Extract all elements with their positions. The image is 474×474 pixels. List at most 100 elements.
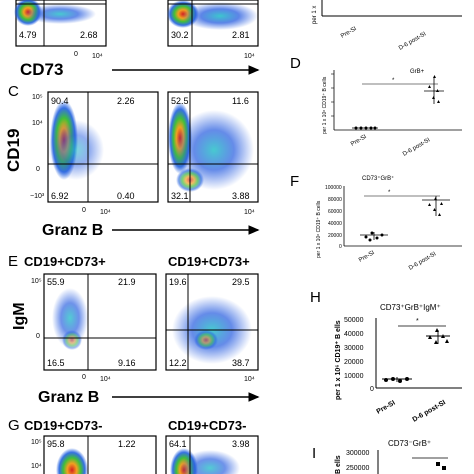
y-axis-label: per 1 x 10⁶ CD19⁺ B ells <box>335 320 342 400</box>
chart-title: GrB+ <box>410 69 425 75</box>
flow-plot-e-left: 55.9 21.9 16.5 9.16 <box>43 273 157 371</box>
x-tick-label: D-6 post-SI <box>412 399 448 424</box>
quadrant-ul: 95.8 <box>47 439 65 449</box>
y-tick-label: 50000 <box>344 317 364 324</box>
scatter-h: CD73⁺GrB⁺IgM⁺ 50000 40000 30000 20000 10… <box>335 303 462 424</box>
y-axis-label: per 1 x 10⁶ CD19⁺ B cells <box>322 76 328 134</box>
quadrant-lr: 0.40 <box>117 191 135 201</box>
quadrant-ur: 2.26 <box>117 96 135 106</box>
significance-star: * <box>388 190 391 196</box>
y-tick-label: 100000 <box>325 185 342 191</box>
quadrant-ll: 32.1 <box>171 191 189 201</box>
x-tick-label: D-6 post-SI <box>402 137 432 158</box>
quadrant-ul: 64.1 <box>169 439 187 449</box>
x-axis-marker: Granz B <box>42 222 103 239</box>
tick-label-x: 10⁴ <box>244 209 255 216</box>
gate-title-left: CD19+CD73+ <box>24 254 106 269</box>
x-axis-marker: Granz B <box>38 389 99 406</box>
x-tick-label: D-6 post-SI <box>398 31 428 52</box>
panel-letter-d: D <box>290 55 301 72</box>
chart-title: CD73⁺GrB⁺IgM⁺ <box>380 303 441 312</box>
y-tick-label: 300000 <box>346 450 369 457</box>
chart-title: CD73⁺GrB⁺ <box>362 175 394 182</box>
tick-label-x: 10⁴ <box>92 53 103 60</box>
tick-label-y: 10⁴ <box>31 463 42 470</box>
panel-letter-g: G <box>8 417 20 434</box>
quadrant-ul: 52.5 <box>171 96 189 106</box>
y-tick-label: 250000 <box>346 465 369 472</box>
quadrant-ul: 19.6 <box>169 277 187 287</box>
y-tick-label: 20000 <box>328 233 342 239</box>
tick-label-y: 10⁵ <box>31 278 42 285</box>
y-axis-marker: CD19 <box>4 129 23 172</box>
y-axis-label: B ells <box>335 455 342 474</box>
y-tick-label: 30000 <box>344 345 364 352</box>
y-tick-label: 0 <box>370 386 374 393</box>
x-tick-label: D-6 post-SI <box>408 251 438 272</box>
tick-label-y: 0 <box>36 333 40 340</box>
tick-label-y: −10³ <box>30 193 45 200</box>
chart-title: CD73⁻GrB⁺ <box>388 439 431 448</box>
tick-label-y: 10⁵ <box>32 94 43 101</box>
x-axis-marker: CD73 <box>20 60 63 79</box>
flow-plot-c-right: 52.5 11.6 32.1 3.88 <box>167 91 259 203</box>
panel-letter-i: I <box>312 445 316 462</box>
quadrant-ll: 6.92 <box>51 191 69 201</box>
gate-title-left: CD19+CD73- <box>24 418 102 433</box>
tick-label-y: 0 <box>36 166 40 173</box>
scatter-top: per 1 x Pre-SI D-6 post-SI <box>312 0 462 52</box>
y-tick-label: 10000 <box>344 373 364 380</box>
flow-plot-g-right: 64.1 3.98 <box>165 435 259 474</box>
x-tick-label: Pre-SI <box>340 26 358 40</box>
quadrant-lr: 38.7 <box>232 358 250 368</box>
quadrant-ur: 11.6 <box>232 96 249 106</box>
panel-letter-h: H <box>310 289 321 306</box>
significance-star: * <box>392 78 395 84</box>
gate-title-right: CD19+CD73+ <box>168 254 250 269</box>
tick-label-x: 10⁴ <box>244 376 255 383</box>
tick-label-x: 0 <box>82 207 86 214</box>
flow-plot-top-left: 4.79 2.68 <box>14 0 107 47</box>
y-tick-label: 0 <box>339 244 342 250</box>
x-tick-label: Pre-SI <box>358 250 376 264</box>
y-tick-label: 20000 <box>344 359 364 366</box>
quadrant-lr: 2.68 <box>80 30 98 40</box>
tick-label-y: 10⁵ <box>31 439 42 446</box>
quadrant-ll: 30.2 <box>171 30 189 40</box>
quadrant-ll: 12.2 <box>169 358 187 368</box>
y-axis-label: per 1 x <box>312 6 318 24</box>
quadrant-lr: 3.88 <box>232 191 250 201</box>
flow-plot-c-left: 90.4 2.26 6.92 0.40 <box>47 91 159 203</box>
quadrant-ur: 21.9 <box>118 277 136 287</box>
quadrant-ul: 55.9 <box>47 277 65 287</box>
flow-plot-g-left: 95.8 1.22 <box>43 435 157 474</box>
tick-label-x: 0 <box>82 374 86 381</box>
y-tick-label: 80000 <box>328 197 342 203</box>
significance-star: * <box>416 318 419 325</box>
flow-plot-top-right: 30.2 2.81 <box>167 0 259 47</box>
scatter-f: CD73⁺GrB⁺ 100000 80000 60000 40000 20000… <box>316 175 462 272</box>
tick-label-x: 10⁴ <box>100 376 111 383</box>
scatter-d: GrB+ per 1 x 10⁶ CD19⁺ B cells * Pre-SI … <box>322 69 462 158</box>
tick-label-x: 10⁴ <box>100 209 111 216</box>
y-axis-marker: IgM <box>11 302 28 330</box>
quadrant-ur: 29.5 <box>232 277 250 287</box>
tick-label-y: 10⁴ <box>32 120 43 127</box>
y-tick-label: 40000 <box>344 331 364 338</box>
y-tick-label: 60000 <box>328 209 342 215</box>
quadrant-ur: 1.22 <box>118 439 136 449</box>
panel-letter-c: C <box>8 83 19 100</box>
y-axis-label: per 1 x 10⁶ CD19⁺ B cells <box>316 200 322 258</box>
tick-label-x: 0 <box>74 51 78 58</box>
quadrant-ur: 3.98 <box>232 439 250 449</box>
quadrant-ll: 16.5 <box>47 358 65 368</box>
quadrant-lr: 9.16 <box>118 358 136 368</box>
tick-label-x: 10⁴ <box>244 53 255 60</box>
gate-title-right: CD19+CD73- <box>168 418 246 433</box>
scatter-i: CD73⁻GrB⁺ 300000 250000 B ells <box>335 439 448 474</box>
y-tick-label: 40000 <box>328 221 342 227</box>
quadrant-lr: 2.81 <box>232 30 250 40</box>
x-tick-label: Pre-SI <box>376 400 397 416</box>
flow-plot-e-right: 19.6 29.5 12.2 38.7 <box>165 273 259 371</box>
